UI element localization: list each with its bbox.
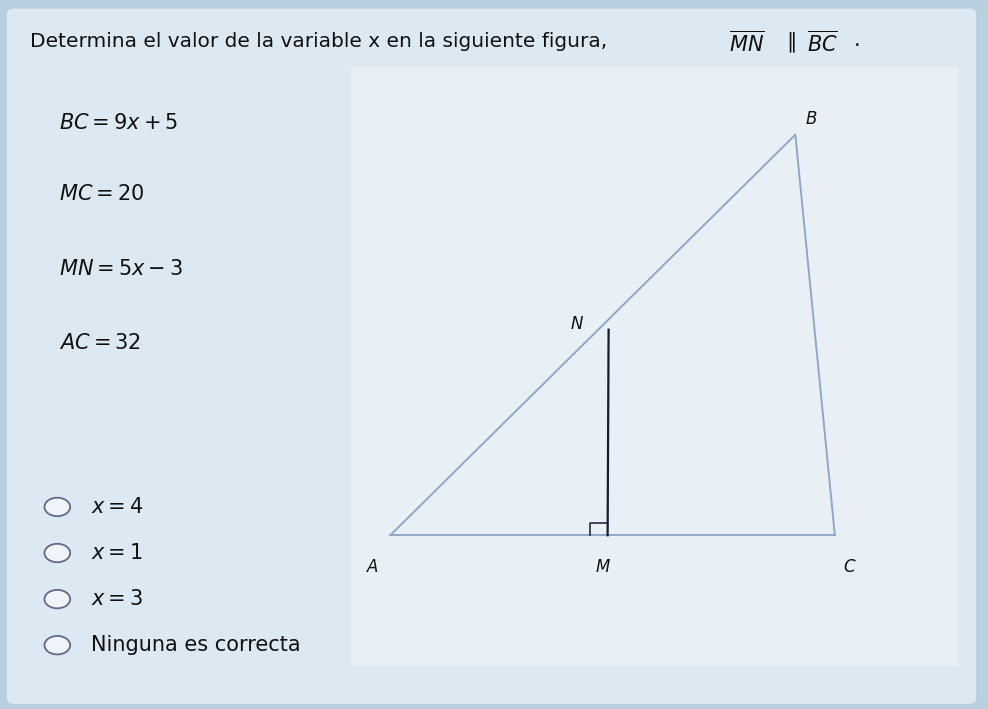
Text: $\mathit{BC} = 9x + 5$: $\mathit{BC} = 9x + 5$	[59, 113, 179, 133]
Text: $\mathit{AC} = 32$: $\mathit{AC} = 32$	[59, 333, 141, 353]
Text: $\overline{\mathit{BC}}$: $\overline{\mathit{BC}}$	[807, 30, 838, 56]
Circle shape	[44, 498, 70, 516]
Text: $\mathit{C}$: $\mathit{C}$	[843, 558, 857, 576]
Circle shape	[44, 590, 70, 608]
Circle shape	[44, 544, 70, 562]
Text: $\mathit{A}$: $\mathit{A}$	[366, 558, 379, 576]
FancyBboxPatch shape	[351, 67, 958, 666]
Circle shape	[44, 636, 70, 654]
Text: $x = 3$: $x = 3$	[91, 589, 143, 609]
Text: $\mathit{MN} = 5x - 3$: $\mathit{MN} = 5x - 3$	[59, 259, 184, 279]
Text: $x = 1$: $x = 1$	[91, 543, 143, 563]
FancyBboxPatch shape	[7, 9, 976, 704]
Text: Determina el valor de la variable x en la siguiente figura,: Determina el valor de la variable x en l…	[30, 32, 607, 51]
Text: $\mathit{B}$: $\mathit{B}$	[805, 110, 817, 128]
Text: $\overline{\mathit{MN}}$: $\overline{\mathit{MN}}$	[729, 30, 765, 56]
Text: $\parallel$: $\parallel$	[782, 30, 795, 55]
Text: .: .	[854, 30, 861, 50]
Text: $\mathit{MC} = 20$: $\mathit{MC} = 20$	[59, 184, 144, 204]
Text: Ninguna es correcta: Ninguna es correcta	[91, 635, 300, 655]
Text: $\mathit{M}$: $\mathit{M}$	[595, 558, 611, 576]
Text: $\mathit{N}$: $\mathit{N}$	[570, 315, 584, 333]
Text: $x = 4$: $x = 4$	[91, 497, 143, 517]
